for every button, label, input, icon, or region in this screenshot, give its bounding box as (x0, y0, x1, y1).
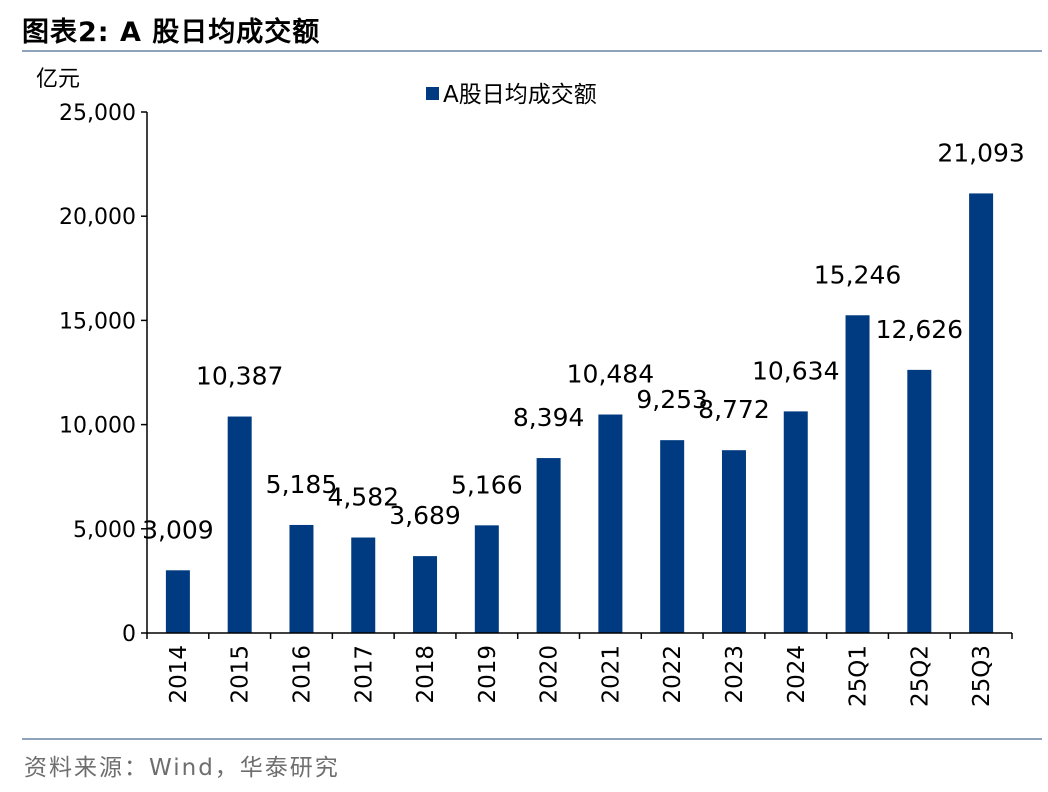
data-label-25Q2: 12,626 (876, 315, 963, 344)
legend-swatch (426, 87, 439, 100)
x-tick-label-2015: 2015 (228, 645, 254, 704)
bar-2016 (289, 524, 314, 633)
data-label-2023: 8,772 (698, 395, 770, 424)
x-tick-label-25Q2: 25Q2 (907, 645, 933, 707)
data-label-2014: 3,009 (142, 515, 214, 544)
x-tick-label-2020: 2020 (537, 645, 563, 704)
bar-2023 (721, 450, 746, 633)
x-tick-label-2024: 2024 (784, 645, 810, 704)
legend-label: A股日均成交额 (443, 82, 597, 108)
data-label-2018: 3,689 (389, 501, 461, 530)
x-tick-label-2018: 2018 (413, 645, 439, 704)
y-tick-label: 25,000 (59, 101, 136, 126)
data-label-2015: 10,387 (196, 362, 283, 391)
legend: A股日均成交额 (426, 82, 597, 108)
x-tick-label-2019: 2019 (475, 645, 501, 704)
bar-2024 (783, 411, 808, 633)
x-tick-label-25Q3: 25Q3 (969, 645, 995, 707)
bar-25Q2 (907, 369, 932, 633)
y-tick-label: 15,000 (59, 309, 136, 334)
bar-2021 (598, 414, 623, 633)
data-label-2019: 5,166 (451, 470, 523, 499)
bar-2017 (351, 537, 376, 633)
y-axis: 0 5,000 10,000 15,000 20,000 25,000 (59, 101, 148, 647)
x-axis: 2014 2015 2016 2017 2018 2019 2020 2021 2022 2023… (146, 632, 1013, 707)
data-label-2016: 5,185 (266, 470, 338, 499)
bar-2018 (413, 556, 438, 633)
x-tick-label-2016: 2016 (289, 645, 315, 704)
x-tick-label-25Q1: 25Q1 (846, 645, 872, 707)
bar-2015 (227, 416, 252, 633)
x-tick-label-2017: 2017 (351, 645, 377, 704)
bar-2014 (165, 570, 190, 633)
y-tick-label: 10,000 (59, 414, 136, 439)
bar-2020 (536, 458, 561, 633)
data-label-2024: 10,634 (752, 356, 839, 385)
bar-2019 (474, 525, 499, 633)
x-tick-label-2021: 2021 (598, 645, 624, 704)
bar-25Q1 (845, 315, 870, 633)
data-label-25Q1: 15,246 (814, 260, 901, 289)
y-tick-label: 5,000 (73, 518, 136, 543)
data-label-2020: 8,394 (513, 403, 585, 432)
data-label-2022: 9,253 (636, 385, 708, 414)
x-tick-label-2023: 2023 (722, 645, 748, 704)
y-tick-label: 20,000 (59, 205, 136, 230)
x-tick-label-2022: 2022 (660, 645, 686, 704)
x-tick-label-2014: 2014 (166, 645, 192, 704)
data-label-2017: 4,582 (327, 483, 399, 512)
source-note: 资料来源：Wind，华泰研究 (24, 755, 340, 781)
bar-2022 (660, 440, 685, 633)
bottom-divider (22, 738, 1042, 740)
y-tick-label: 0 (122, 622, 136, 647)
data-label-2021: 10,484 (567, 360, 654, 389)
top-divider (22, 50, 1042, 52)
data-label-25Q3: 21,093 (937, 138, 1024, 167)
y-axis-unit-label: 亿元 (36, 67, 80, 92)
bar-25Q3 (969, 193, 994, 633)
figure-title: 图表2: A 股日均成交额 (22, 17, 321, 48)
